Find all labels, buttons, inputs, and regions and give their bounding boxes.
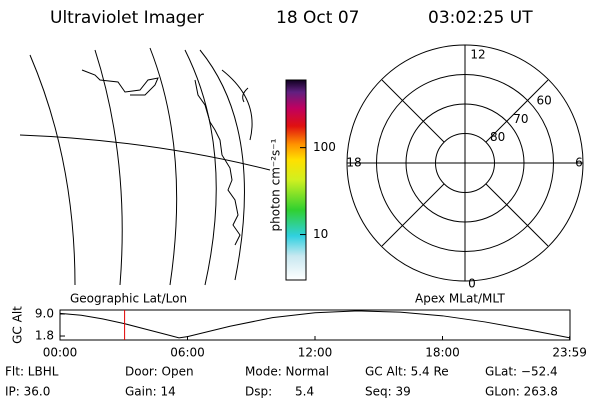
polar-axis: [381, 79, 445, 143]
status-field: Door: Open: [125, 365, 194, 379]
colorbar-tick-label: 10: [313, 227, 328, 241]
mlt-label: 18: [346, 156, 361, 170]
x-tick-label: 06:00: [170, 346, 205, 360]
status-field: Seq: 39: [365, 385, 411, 399]
colorbar-tick-label: 100: [313, 140, 336, 154]
status-field: GC Alt: 5.4 Re: [365, 365, 449, 379]
timeline-title: Geographic Lat/Lon: [70, 292, 187, 306]
status-field: Mode: Normal: [245, 365, 329, 379]
date: 18 Oct 07: [276, 8, 359, 28]
x-tick-label: 12:00: [298, 346, 333, 360]
title: Ultraviolet Imager: [50, 8, 204, 28]
x-tick-label: 23:59: [552, 346, 587, 360]
lat-circle: [405, 103, 525, 223]
polar-axis: [381, 183, 445, 247]
polar-axis: [485, 79, 549, 143]
lat-circle: [376, 74, 554, 252]
y-axis-label: GC Alt: [11, 306, 25, 344]
colorbar-label: photon cm⁻²s⁻¹: [269, 138, 283, 231]
lat-label: 80: [490, 130, 505, 144]
timeline-box: [59, 309, 571, 341]
timeline-title: Apex MLat/MLT: [415, 292, 505, 306]
polar-axis: [485, 183, 549, 247]
mlt-label: 12: [470, 48, 485, 62]
altitude-line: [59, 310, 571, 339]
status-field: GLon: 263.8: [485, 385, 558, 399]
status-field: Gain: 14: [125, 385, 176, 399]
status-field: IP: 36.0: [5, 385, 50, 399]
time: 03:02:25 UT: [428, 8, 533, 28]
x-tick-label: 18:00: [425, 346, 460, 360]
lat-circle: [435, 133, 495, 193]
status-field: GLat: −52.4: [485, 365, 558, 379]
mlt-label: 6: [575, 156, 583, 170]
status-field: Flt: LBHL: [5, 365, 59, 379]
x-tick-label: 00:00: [43, 346, 78, 360]
lat-label: 70: [513, 112, 528, 126]
y-tick-label: 1.8: [35, 329, 54, 343]
colorbar: [285, 79, 307, 281]
y-tick-label: 9.0: [35, 306, 54, 320]
lat-label: 60: [537, 94, 552, 108]
map: [19, 47, 271, 286]
status-field: Dsp: 5.4: [245, 385, 314, 399]
mlt-label: 0: [468, 277, 476, 291]
